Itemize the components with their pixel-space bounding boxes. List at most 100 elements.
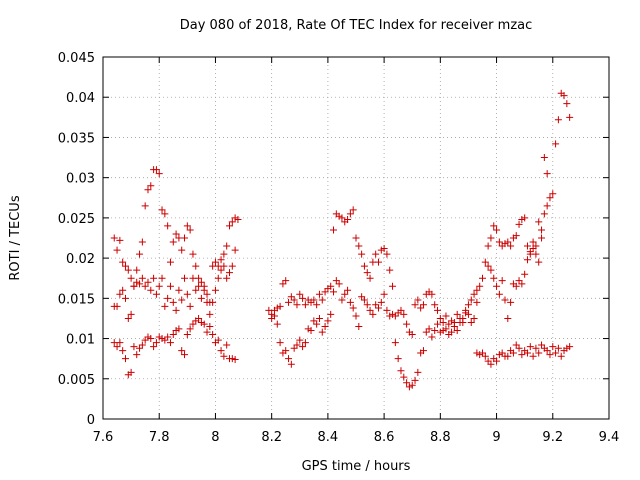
series-group <box>110 314 239 379</box>
data-point <box>276 302 284 310</box>
data-point <box>209 298 217 306</box>
grid-lines <box>103 57 609 419</box>
data-point <box>518 351 526 359</box>
x-tick-label: 8.6 <box>374 430 395 445</box>
data-point <box>158 206 166 214</box>
data-point <box>175 286 183 294</box>
data-point <box>521 214 529 222</box>
data-point <box>147 182 155 190</box>
data-point <box>507 242 515 250</box>
data-point <box>397 306 405 314</box>
data-point <box>164 222 172 230</box>
data-point <box>521 270 529 278</box>
data-point <box>459 318 467 326</box>
data-point <box>394 355 402 363</box>
data-point <box>515 344 523 352</box>
series-group <box>265 277 402 330</box>
data-point <box>341 290 349 298</box>
data-point <box>540 154 548 162</box>
data-point <box>360 262 368 270</box>
data-point <box>223 341 231 349</box>
data-point <box>138 274 146 282</box>
data-point <box>200 320 208 328</box>
data-point <box>529 352 537 360</box>
data-point <box>197 294 205 302</box>
data-point <box>363 301 371 309</box>
data-point <box>234 215 242 223</box>
data-point <box>290 296 298 304</box>
data-point <box>195 282 203 290</box>
data-point <box>431 301 439 309</box>
data-point <box>313 320 321 328</box>
data-point <box>282 277 290 285</box>
data-point <box>175 325 183 333</box>
data-point <box>214 336 222 344</box>
x-tick-label: 7.6 <box>93 430 114 445</box>
data-point <box>206 322 214 330</box>
data-point <box>161 302 169 310</box>
data-point <box>543 170 551 178</box>
data-point <box>231 246 239 254</box>
data-point <box>136 280 144 288</box>
data-point <box>419 301 427 309</box>
data-point <box>397 367 405 375</box>
x-tick-label: 9.2 <box>542 430 563 445</box>
data-point <box>296 290 304 298</box>
data-point <box>442 312 450 320</box>
data-point <box>307 327 315 335</box>
data-point <box>346 210 354 218</box>
data-point <box>152 290 160 298</box>
data-point <box>391 339 399 347</box>
data-point <box>301 301 309 309</box>
data-point <box>470 314 478 322</box>
data-point <box>164 294 172 302</box>
data-point <box>400 373 408 381</box>
data-point <box>504 352 512 360</box>
data-point <box>372 250 380 258</box>
data-point <box>200 286 208 294</box>
data-point <box>501 296 509 304</box>
data-point <box>518 280 526 288</box>
data-point <box>228 218 236 226</box>
data-point <box>209 331 217 339</box>
data-point <box>158 274 166 282</box>
data-point <box>383 306 391 314</box>
data-point <box>538 226 546 234</box>
data-point <box>226 222 233 230</box>
data-point <box>282 347 290 355</box>
data-point <box>301 339 309 347</box>
data-point <box>414 296 422 304</box>
data-point <box>411 301 419 309</box>
data-point <box>526 250 534 258</box>
data-point <box>481 352 489 360</box>
series-group <box>383 250 481 391</box>
data-point <box>493 357 501 365</box>
data-point <box>377 298 385 306</box>
data-point <box>318 328 326 336</box>
data-point <box>169 331 177 339</box>
data-point <box>540 210 548 218</box>
data-point <box>495 290 503 298</box>
data-point <box>119 286 127 294</box>
y-tick-label: 0.01 <box>66 333 95 348</box>
data-point <box>113 246 121 254</box>
data-point <box>566 343 574 351</box>
data-point <box>270 312 278 320</box>
data-point <box>228 262 236 270</box>
data-point <box>344 215 352 223</box>
data-point <box>178 347 186 355</box>
y-tick-label: 0.035 <box>58 131 95 146</box>
data-point <box>141 282 149 290</box>
data-point <box>434 320 442 328</box>
data-point <box>113 343 121 351</box>
data-point <box>121 262 129 270</box>
data-point <box>138 238 146 246</box>
series-group <box>110 166 242 306</box>
data-point <box>490 274 498 282</box>
x-tick-label: 8.4 <box>318 430 339 445</box>
data-point <box>470 290 478 298</box>
data-point <box>214 274 222 282</box>
data-point <box>276 339 284 347</box>
data-point <box>186 302 194 310</box>
